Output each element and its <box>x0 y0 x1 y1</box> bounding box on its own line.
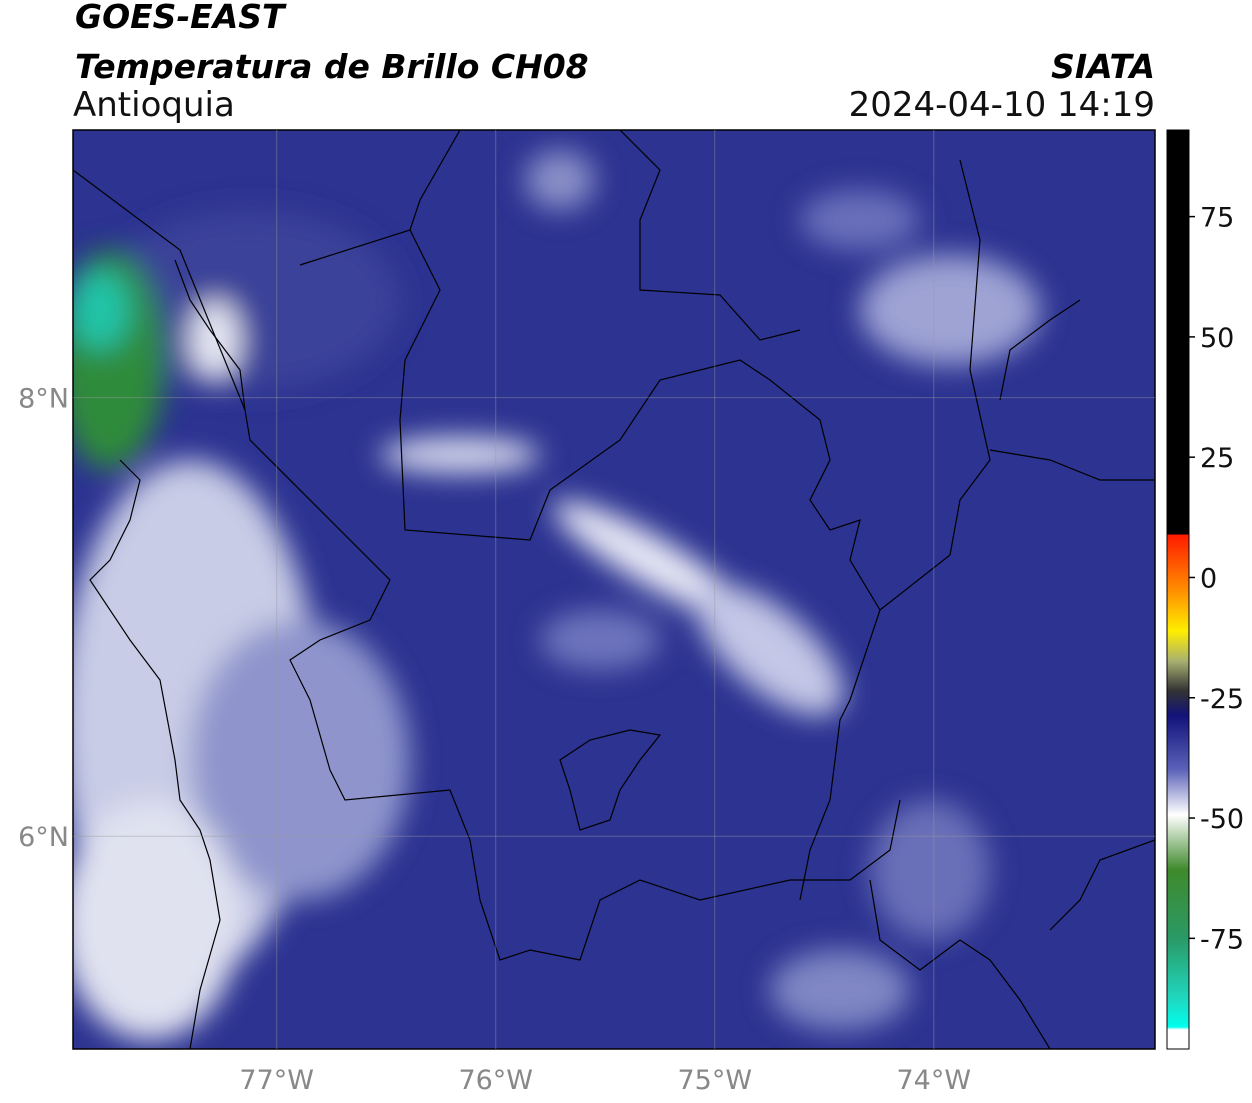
region: Antioquia <box>73 85 235 125</box>
y-tick-label: 8°N <box>18 384 69 415</box>
x-tick-label: 75°W <box>677 1065 752 1096</box>
colorbar-tick-label: 75 <box>1200 203 1234 234</box>
x-tick-label: 77°W <box>239 1065 314 1096</box>
y-tick-label: 6°N <box>18 822 69 853</box>
x-tick-label: 74°W <box>897 1065 972 1096</box>
map-frame <box>72 129 1156 1050</box>
source: SIATA <box>1051 47 1155 86</box>
subtitle: Temperatura de Brillo CH08 <box>75 47 589 86</box>
colorbar-tick-label: -25 <box>1200 684 1244 715</box>
datetime: 2024-04-10 14:19 <box>849 85 1155 125</box>
title: GOES-EAST <box>75 0 287 36</box>
colorbar-tick-label: -50 <box>1200 804 1244 835</box>
satellite-image <box>73 130 1155 1049</box>
colorbar-tick-label: -75 <box>1200 924 1244 955</box>
colorbar <box>1166 129 1190 1050</box>
colorbar-tick-label: 0 <box>1200 563 1217 594</box>
colorbar-tick-label: 25 <box>1200 443 1234 474</box>
x-tick-label: 76°W <box>458 1065 533 1096</box>
colorbar-tick-label: 50 <box>1200 323 1234 354</box>
